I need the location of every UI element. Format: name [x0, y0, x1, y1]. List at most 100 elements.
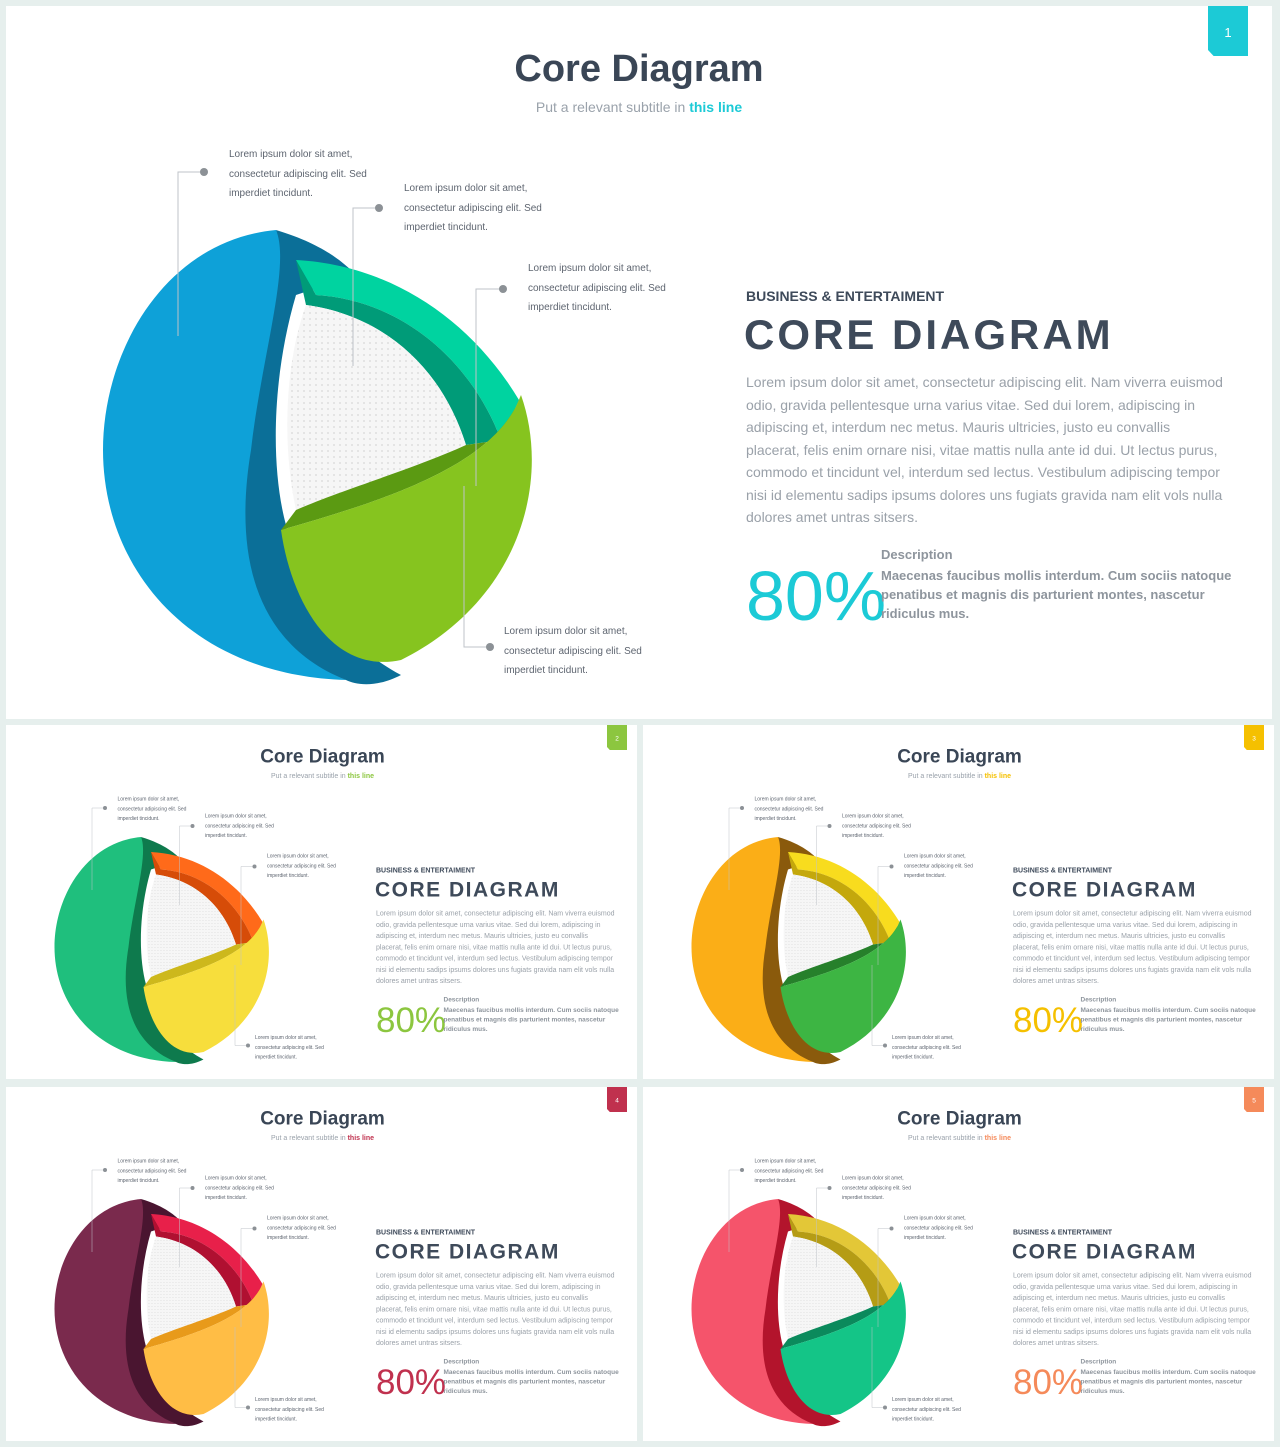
callout-leaders — [728, 1168, 894, 1410]
callout-dot-4 — [246, 1405, 250, 1410]
core-sphere-diagram — [691, 1199, 906, 1427]
callout-4: Lorem ipsum dolor sit amet, consectetur … — [892, 1397, 961, 1422]
slide-number-badge: 1 — [1208, 6, 1248, 56]
body-text: Lorem ipsum dolor sit amet, consectetur … — [1013, 1271, 1252, 1347]
subtitle-highlight: this line — [347, 1133, 375, 1142]
core-sphere-diagram — [54, 837, 269, 1065]
description-label: Description — [443, 995, 480, 1004]
callout-2: Lorem ipsum dolor sit amet, consectetur … — [404, 183, 542, 233]
callout-dot-3 — [252, 864, 257, 869]
body-text: Lorem ipsum dolor sit amet, consectetur … — [376, 1271, 615, 1347]
lower-layer — [143, 919, 269, 1053]
lower-layer-top-face — [143, 1281, 264, 1349]
callout-3: Lorem ipsum dolor sit amet, consectetur … — [267, 853, 336, 879]
callout-4: Lorem ipsum dolor sit amet, consectetur … — [255, 1397, 324, 1422]
middle-layer — [296, 260, 519, 440]
outer-shell — [691, 1199, 813, 1424]
core-sphere-diagram — [103, 230, 532, 685]
slide-title: Core Diagram — [897, 1108, 1022, 1129]
core-sphere-diagram — [54, 1199, 269, 1427]
outer-shell — [54, 1199, 176, 1424]
callout-4: Lorem ipsum dolor sit amet, consectetur … — [255, 1035, 324, 1060]
callout-2: Lorem ipsum dolor sit amet, consectetur … — [205, 813, 274, 839]
middle-layer — [151, 852, 263, 942]
core-cut-face — [146, 1236, 236, 1339]
slide-number-badge: 2 — [607, 725, 627, 750]
callout-2: Lorem ipsum dolor sit amet, consectetur … — [842, 813, 911, 839]
callout-1: Lorem ipsum dolor sit amet, consectetur … — [754, 1158, 824, 1184]
callout-dot-3 — [889, 864, 894, 869]
body-text: Lorem ipsum dolor sit amet, consectetur … — [1013, 909, 1252, 985]
middle-layer — [151, 1214, 263, 1304]
slide-subtitle: Put a relevant subtitle in this line — [643, 1134, 1274, 1142]
callout-2: Lorem ipsum dolor sit amet, consectetur … — [842, 1175, 911, 1201]
callout-1: Lorem ipsum dolor sit amet, consectetur … — [117, 1158, 187, 1184]
outer-shell-inner-face — [125, 1199, 204, 1427]
callout-leaders — [91, 1168, 257, 1410]
heading: CORE DIAGRAM — [744, 311, 1114, 358]
middle-layer-inner-face — [788, 1214, 891, 1307]
lower-layer-top-face — [780, 1281, 901, 1349]
callout-4: Lorem ipsum dolor sit amet, consectetur … — [892, 1035, 961, 1060]
middle-layer — [788, 852, 900, 942]
percentage-value: 80% — [376, 1000, 447, 1040]
percentage-value: 80% — [376, 1362, 447, 1402]
description-text: Maecenas faucibus mollis interdum. Cum s… — [881, 568, 1232, 621]
outer-shell-inner-face — [125, 837, 204, 1065]
callout-dot-4 — [883, 1043, 887, 1048]
subtitle-text: Put a relevant subtitle in — [907, 771, 985, 780]
subtitle-text: Put a relevant subtitle in — [270, 771, 348, 780]
description-label: Description — [1080, 995, 1117, 1004]
description-label: Description — [443, 1357, 480, 1366]
callout-dot-3 — [252, 1226, 257, 1231]
kicker: BUSINESS & ENTERTAIMENT — [376, 866, 476, 874]
middle-layer-inner-face — [151, 1214, 254, 1307]
outer-shell — [103, 230, 346, 680]
slide-title: Core Diagram — [514, 48, 764, 90]
description-text: Maecenas faucibus mollis interdum. Cum s… — [443, 1006, 619, 1033]
kicker: BUSINESS & ENTERTAIMENT — [1013, 1228, 1113, 1236]
subtitle-highlight: this line — [689, 99, 743, 115]
lower-layer-top-face — [281, 395, 521, 530]
slide-number-badge: 4 — [607, 1087, 627, 1112]
lower-layer — [281, 395, 532, 662]
callout-1: Lorem ipsum dolor sit amet, consectetur … — [229, 149, 367, 199]
outer-shell — [54, 837, 176, 1062]
kicker: BUSINESS & ENTERTAIMENT — [746, 288, 945, 304]
slide-5: 5 Core Diagram Put a relevant subtitle i… — [643, 1087, 1274, 1441]
callout-dot-2 — [827, 1186, 832, 1190]
callout-dot-1 — [103, 806, 107, 810]
core-cut-face — [783, 1236, 873, 1339]
callout-1: Lorem ipsum dolor sit amet, consectetur … — [117, 796, 187, 822]
subtitle-highlight: this line — [347, 771, 375, 780]
slide-content: 4 Core Diagram Put a relevant subtitle i… — [6, 1087, 637, 1441]
slide-title: Core Diagram — [260, 1108, 385, 1129]
callout-4: Lorem ipsum dolor sit amet, consectetur … — [504, 626, 642, 676]
middle-layer — [788, 1214, 900, 1304]
slide-content: 2 Core Diagram Put a relevant subtitle i… — [6, 725, 637, 1079]
callout-dot-2 — [190, 824, 195, 828]
body-text: Lorem ipsum dolor sit amet, consectetur … — [376, 909, 615, 985]
core-cut-face — [783, 874, 873, 977]
percentage-value: 80% — [1013, 1362, 1084, 1402]
slide-number-badge: 5 — [1244, 1087, 1264, 1112]
callout-3: Lorem ipsum dolor sit amet, consectetur … — [267, 1215, 336, 1241]
description-text: Maecenas faucibus mollis interdum. Cum s… — [1080, 1368, 1256, 1395]
callout-dot-4 — [883, 1405, 887, 1410]
callout-dot-1 — [103, 1168, 107, 1172]
lower-layer — [780, 919, 906, 1053]
subtitle-text: Put a relevant subtitle in — [535, 99, 690, 115]
heading: CORE DIAGRAM — [375, 877, 560, 902]
callout-dot-3 — [889, 1226, 894, 1231]
outer-shell-inner-face — [245, 230, 401, 685]
slide-content: 5 Core Diagram Put a relevant subtitle i… — [643, 1087, 1274, 1441]
subtitle-highlight: this line — [984, 1133, 1012, 1142]
callout-dot-2 — [190, 1186, 195, 1190]
callout-leaders — [91, 806, 257, 1048]
subtitle-highlight: this line — [984, 771, 1012, 780]
subtitle-text: Put a relevant subtitle in — [907, 1133, 985, 1142]
subtitle-text: Put a relevant subtitle in — [270, 1133, 348, 1142]
callout-dot-2 — [375, 204, 383, 212]
slide-3: 3 Core Diagram Put a relevant subtitle i… — [643, 725, 1274, 1079]
middle-layer-inner-face — [296, 260, 501, 445]
